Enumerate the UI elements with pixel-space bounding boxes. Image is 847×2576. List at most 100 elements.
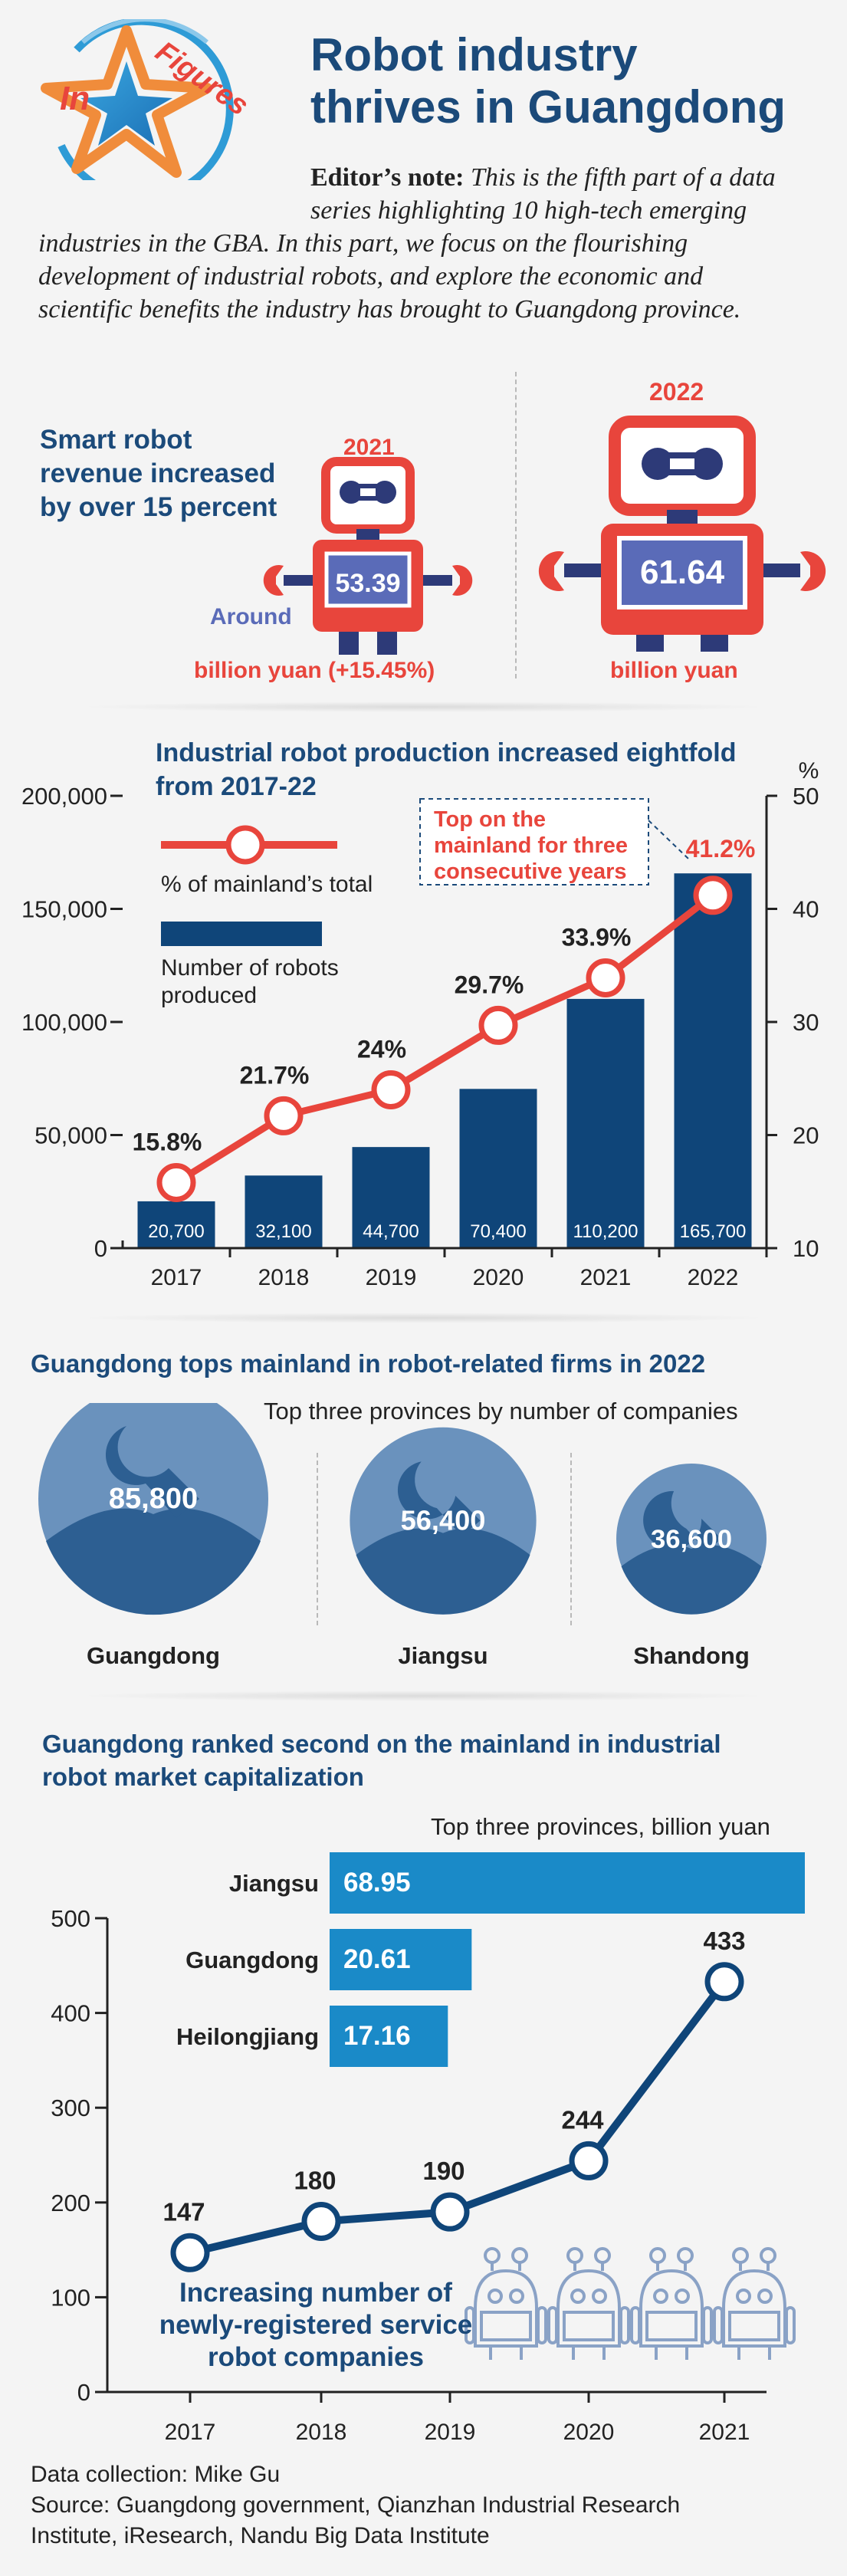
revenue-2022-year: 2022 — [649, 378, 704, 406]
firm-bubble — [38, 1403, 268, 1615]
annotation-line-1: Top on the — [434, 807, 546, 832]
firm-bubble — [350, 1427, 537, 1615]
share-point-label: 15.8% — [133, 1128, 202, 1155]
production-chart-title: Industrial robot production increased ei… — [156, 738, 737, 801]
y-tick-label: 200 — [51, 2190, 90, 2216]
share-point — [478, 1005, 518, 1045]
marketcap-bar — [330, 1929, 472, 1990]
x-tick-label: 2021 — [699, 2420, 750, 2445]
annotation-box — [419, 798, 649, 886]
marketcap-title: Guangdong ranked second on the mainland … — [42, 1730, 721, 1791]
service-point-label: 147 — [163, 2197, 205, 2226]
share-line — [174, 892, 715, 1186]
service-point-label: 180 — [294, 2167, 336, 2195]
production-bar — [245, 1175, 323, 1248]
production-bar-label: 44,700 — [363, 1221, 419, 1242]
robot-2022-icon: 61.64 — [538, 416, 826, 652]
firms-divider-1 — [317, 1453, 318, 1625]
marketcap-province-label: Jiangsu — [229, 1870, 319, 1897]
production-chart: 20,700 32,100 44,700 70,400 110,200 165,700 0… — [21, 758, 819, 1290]
marketcap-subtitle: Top three provinces, billion yuan — [431, 1813, 770, 1840]
x-tick-label: 2020 — [563, 2420, 615, 2445]
y-tick-label: 500 — [51, 1905, 90, 1932]
legend-bar-marker — [161, 922, 322, 946]
y2-tick-label: 40 — [793, 896, 819, 923]
service-point-label: 190 — [422, 2157, 465, 2185]
province-label: Shandong — [633, 1642, 750, 1669]
x-tick-label: 2018 — [296, 2420, 347, 2445]
province-label: Guangdong — [87, 1642, 220, 1669]
x-tick-label: 2017 — [151, 1265, 202, 1290]
source-line-1: Source: Guangdong government, Qianzhan I… — [31, 2492, 681, 2518]
y-tick-label: 300 — [51, 2095, 90, 2121]
y-tick-label: 400 — [51, 2000, 90, 2027]
section-divider — [77, 702, 770, 712]
x-tick-label: 2022 — [688, 1265, 739, 1290]
revenue-title: Smart robot revenue increased by over 15… — [40, 425, 277, 522]
marketcap-service-chart: 0 100 200 300 400 500 2017 2018 2019 2020 2021 68… — [51, 1852, 805, 2445]
firm-count-label: 85,800 — [109, 1483, 198, 1515]
y-tick-label: 50,000 — [34, 1122, 107, 1149]
y-tick-label: 150,000 — [21, 896, 107, 923]
data-credit: Data collection: Mike Gu — [31, 2462, 281, 2487]
footer: Data collection: Mike Gu Source: Guangdo… — [31, 2459, 680, 2551]
y-tick-label: 100,000 — [21, 1009, 107, 1036]
service-point — [301, 2202, 341, 2242]
production-bar-label: 20,700 — [148, 1221, 204, 1242]
x-tick-label: 2018 — [258, 1265, 310, 1290]
share-point-label: 33.9% — [562, 923, 632, 951]
share-point — [586, 958, 625, 997]
revenue-2022-unit: billion yuan — [610, 658, 738, 683]
marketcap-bar — [330, 1852, 805, 1914]
firms-subtitle: Top three provinces by number of compani… — [264, 1398, 738, 1424]
service-point-label: 433 — [703, 1927, 745, 1955]
y2-tick-label: 30 — [793, 1009, 819, 1036]
share-point — [693, 876, 733, 915]
robot-2021-icon: 53.39 — [263, 457, 473, 655]
firms-title: Guangdong tops mainland in robot-related… — [31, 1349, 706, 1378]
x-tick-label: 2020 — [473, 1265, 524, 1290]
y-tick-label: 100 — [51, 2284, 90, 2311]
y-tick-label: 200,000 — [21, 783, 107, 810]
production-bar — [459, 1089, 537, 1248]
section-divider — [77, 1691, 770, 1701]
share-point — [156, 1162, 196, 1202]
section-divider — [77, 1313, 770, 1323]
y2-tick-label: 50 — [793, 783, 819, 810]
x-tick-label: 2017 — [165, 2420, 216, 2445]
service-point-label: 244 — [561, 2105, 604, 2134]
x-tick-label: 2019 — [425, 2420, 476, 2445]
badge-in-text: In — [60, 80, 90, 117]
marketcap-bar — [330, 2006, 448, 2067]
service-point — [569, 2141, 609, 2180]
legend-line-label: % of mainland’s total — [161, 872, 373, 897]
revenue-2021-value: 53.39 — [335, 569, 400, 598]
revenue-2021-year: 2021 — [343, 435, 395, 460]
marketcap-value-label: 20.61 — [343, 1944, 411, 1974]
production-bar-label: 110,200 — [573, 1221, 639, 1242]
page-title: Robot industry thrives in Guangdong — [310, 29, 786, 133]
firm-bubble — [616, 1464, 767, 1615]
marketcap-province-label: Guangdong — [185, 1947, 319, 1973]
firms-chart: 85,800 Guangdong 56,400 Jiangsu 36,600 Shando… — [38, 1403, 767, 1669]
production-bar-label: 70,400 — [470, 1221, 526, 1242]
note-label: Editor’s note: — [310, 163, 465, 192]
province-label: Jiangsu — [398, 1642, 488, 1669]
legend-bar-label-2: produced — [161, 983, 257, 1008]
firms-divider-2 — [570, 1453, 572, 1625]
service-title-line-1: Increasing number of — [179, 2278, 452, 2308]
firm-count-label: 36,600 — [651, 1525, 732, 1554]
source-line-2: Institute, iResearch, Nandu Big Data Ins… — [31, 2523, 490, 2548]
share-point — [371, 1070, 411, 1109]
in-figures-logo: In Figures — [41, 19, 254, 180]
revenue-2021-unit: billion yuan (+15.45%) — [194, 658, 435, 683]
x-tick-label: 2021 — [580, 1265, 632, 1290]
revenue-2021-prefix: Around — [210, 604, 292, 629]
production-bar — [566, 998, 645, 1248]
share-point-label: 24% — [357, 1036, 406, 1063]
production-bar-label: 32,100 — [255, 1221, 311, 1242]
service-point — [704, 1962, 744, 2002]
y2-tick-label: 10 — [793, 1235, 819, 1262]
y2-tick-label: 20 — [793, 1122, 819, 1149]
firm-count-label: 56,400 — [401, 1504, 486, 1536]
